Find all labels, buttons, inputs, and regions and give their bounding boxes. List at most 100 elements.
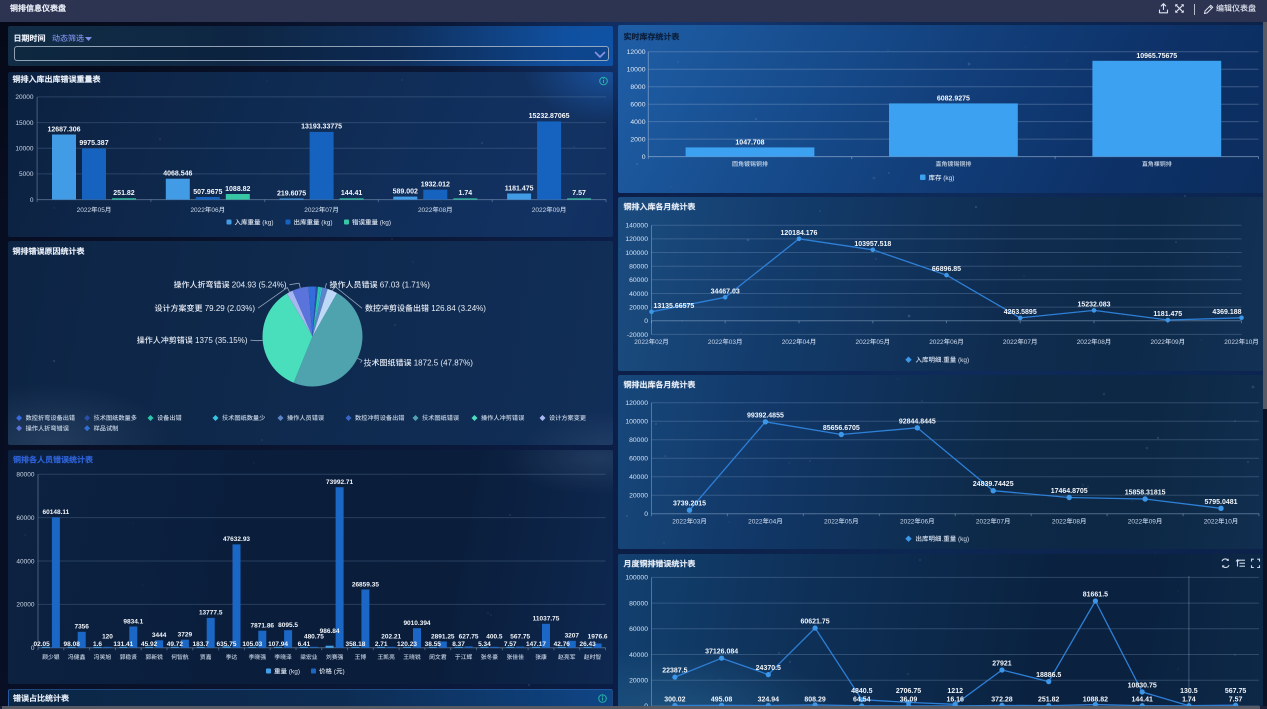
svg-text:16.16: 16.16 xyxy=(946,696,964,703)
svg-text:144.41: 144.41 xyxy=(340,190,362,197)
svg-text:507.9675: 507.9675 xyxy=(193,189,222,196)
svg-text:0: 0 xyxy=(29,197,33,204)
svg-text:7356: 7356 xyxy=(74,623,89,630)
svg-text:42.76: 42.76 xyxy=(553,641,570,648)
svg-text:1181.475: 1181.475 xyxy=(1153,310,1182,317)
svg-text:2022年06月: 2022年06月 xyxy=(899,517,934,525)
svg-text:120.23: 120.23 xyxy=(397,641,417,648)
svg-text:1976.6: 1976.6 xyxy=(587,633,607,640)
svg-text:李晓强: 李晓强 xyxy=(248,654,266,661)
svg-text:80000: 80000 xyxy=(629,437,648,444)
svg-text:数控折弯设备出错: 数控折弯设备出错 xyxy=(25,414,75,422)
svg-text:251.82: 251.82 xyxy=(1038,696,1059,703)
svg-text:140000: 140000 xyxy=(625,222,648,229)
svg-text:1088.82: 1088.82 xyxy=(1082,696,1107,703)
svg-text:2022年08月: 2022年08月 xyxy=(417,206,452,214)
svg-text:样品试制: 样品试制 xyxy=(93,424,118,432)
svg-text:38.55: 38.55 xyxy=(424,641,441,648)
svg-text:0: 0 xyxy=(644,318,648,325)
svg-text:李晓泽: 李晓泽 xyxy=(274,654,292,661)
svg-text:10830.75: 10830.75 xyxy=(1127,682,1156,689)
svg-text:7871.86: 7871.86 xyxy=(250,622,274,629)
svg-text:400.5: 400.5 xyxy=(486,633,503,640)
svg-text:808.29: 808.29 xyxy=(804,696,825,703)
svg-text:铜排入库出库错误重量表: 铜排入库出库错误重量表 xyxy=(11,75,101,84)
svg-text:铜排各人员错误统计表: 铜排各人员错误统计表 xyxy=(12,454,94,464)
svg-text:2022年09月: 2022年09月 xyxy=(1150,337,1185,345)
svg-text:219.6075: 219.6075 xyxy=(276,190,305,197)
svg-text:3444: 3444 xyxy=(151,632,166,639)
svg-text:120: 120 xyxy=(102,633,113,640)
svg-text:张佳佳: 张佳佳 xyxy=(506,654,524,661)
svg-text:操作人冲剪错误: 操作人冲剪错误 xyxy=(481,414,525,422)
svg-text:王凯亮: 王凯亮 xyxy=(377,654,395,661)
svg-text:2022年07月: 2022年07月 xyxy=(1002,337,1037,345)
svg-text:13193.33775: 13193.33775 xyxy=(301,124,342,131)
svg-text:144.41: 144.41 xyxy=(1131,696,1152,703)
svg-text:80000: 80000 xyxy=(629,600,648,607)
svg-text:627.75: 627.75 xyxy=(458,633,478,640)
svg-text:技术图纸数量少: 技术图纸数量少 xyxy=(222,414,265,422)
svg-text:5000: 5000 xyxy=(19,171,34,178)
svg-text:3739.2015: 3739.2015 xyxy=(672,500,705,507)
svg-text:技术图纸数量多: 技术图纸数量多 xyxy=(93,414,136,422)
svg-text:24839.74425: 24839.74425 xyxy=(972,481,1013,488)
svg-text:2022年08月: 2022年08月 xyxy=(1076,337,1111,345)
svg-text:圆角镀锡铜排: 圆角镀锡铜排 xyxy=(732,160,768,168)
svg-text:98.08: 98.08 xyxy=(63,641,80,648)
svg-text:18886.5: 18886.5 xyxy=(1036,672,1061,679)
svg-text:铜排出库各月统计表: 铜排出库各月统计表 xyxy=(622,379,696,389)
svg-text:40000: 40000 xyxy=(629,290,648,297)
svg-text:105.03: 105.03 xyxy=(242,641,262,648)
svg-text:设计方案变更: 设计方案变更 xyxy=(549,414,587,422)
svg-text:120000: 120000 xyxy=(625,236,648,243)
svg-text:92844.8445: 92844.8445 xyxy=(898,418,935,425)
svg-text:2891.25: 2891.25 xyxy=(431,633,455,640)
svg-text:12000: 12000 xyxy=(626,49,645,56)
svg-text:15000: 15000 xyxy=(15,120,33,127)
svg-text:2000: 2000 xyxy=(630,136,645,143)
svg-text:4840.5: 4840.5 xyxy=(851,687,872,694)
svg-text:6.41: 6.41 xyxy=(297,641,310,648)
svg-text:郭新锐: 郭新锐 xyxy=(145,654,163,661)
svg-text:操作人折弯错误: 操作人折弯错误 xyxy=(25,424,69,432)
svg-text:2022年05月: 2022年05月 xyxy=(855,337,890,345)
svg-text:80000: 80000 xyxy=(629,263,648,270)
svg-text:10000: 10000 xyxy=(626,67,645,74)
svg-text:22387.5: 22387.5 xyxy=(662,667,687,674)
svg-text:张冬豪: 张冬豪 xyxy=(480,654,498,661)
svg-text:2022年08月: 2022年08月 xyxy=(1051,517,1086,525)
svg-text:8095.5: 8095.5 xyxy=(278,622,298,629)
svg-text:2022年10月: 2022年10月 xyxy=(1203,517,1238,525)
svg-text:60000: 60000 xyxy=(629,626,648,633)
svg-text:2.71: 2.71 xyxy=(374,641,387,648)
svg-text:99392.4855: 99392.4855 xyxy=(746,412,783,419)
svg-text:2022年03月: 2022年03月 xyxy=(707,337,742,345)
svg-text:3207: 3207 xyxy=(564,632,579,639)
svg-text:45.92: 45.92 xyxy=(140,641,157,648)
svg-text:0: 0 xyxy=(641,154,645,161)
svg-text:冯健鑫: 冯健鑫 xyxy=(67,654,85,661)
svg-text:冯笑旭: 冯笑旭 xyxy=(93,654,111,661)
svg-text:技术图纸错误 1872.5 (47.87%): 技术图纸错误 1872.5 (47.87%) xyxy=(363,358,473,368)
svg-text:操作人员错误: 操作人员错误 xyxy=(287,414,325,422)
svg-text:183.7: 183.7 xyxy=(192,641,209,648)
svg-text:4369.188: 4369.188 xyxy=(1212,308,1241,315)
svg-text:9010.394: 9010.394 xyxy=(403,620,430,627)
svg-text:郭稳贤: 郭稳贤 xyxy=(119,654,137,661)
svg-text:120000: 120000 xyxy=(625,400,648,407)
svg-text:-20000: -20000 xyxy=(626,331,647,338)
svg-text:4068.546: 4068.546 xyxy=(163,171,192,178)
svg-text:6082.9275: 6082.9275 xyxy=(936,95,969,102)
svg-text:2022年10月: 2022年10月 xyxy=(1224,337,1259,345)
svg-text:81661.5: 81661.5 xyxy=(1082,591,1107,598)
svg-text:02.05: 02.05 xyxy=(33,641,50,648)
svg-text:2706.75: 2706.75 xyxy=(895,687,920,694)
svg-text:赵时智: 赵时智 xyxy=(583,654,601,661)
svg-text:于江辉: 于江辉 xyxy=(454,654,472,661)
svg-text:34467.03: 34467.03 xyxy=(710,288,739,295)
svg-text:8.37: 8.37 xyxy=(452,641,465,648)
svg-text:5795.0481: 5795.0481 xyxy=(1204,498,1237,505)
svg-text:2022年02月: 2022年02月 xyxy=(634,337,669,345)
svg-text:李达: 李达 xyxy=(225,654,237,661)
